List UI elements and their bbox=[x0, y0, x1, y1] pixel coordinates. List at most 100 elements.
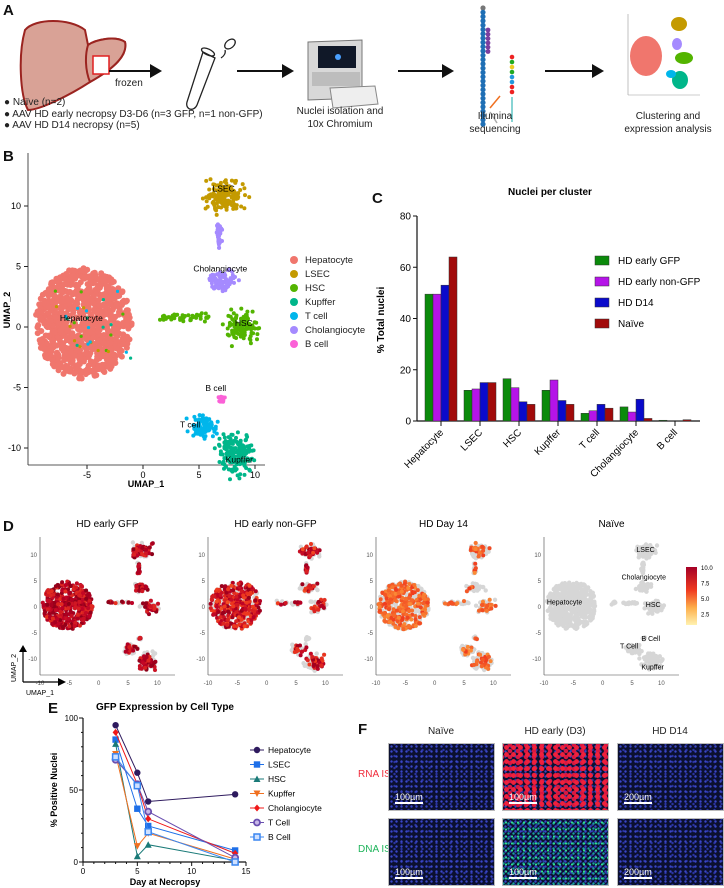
umap-point bbox=[312, 662, 317, 667]
umap-point bbox=[134, 588, 138, 593]
umap-point bbox=[77, 593, 82, 598]
umap-point bbox=[315, 581, 320, 586]
legend-label: HD early GFP bbox=[618, 256, 681, 267]
umap-point bbox=[204, 315, 209, 320]
umap-point bbox=[227, 323, 232, 328]
umap-point bbox=[202, 319, 207, 324]
umap-point bbox=[231, 206, 236, 211]
umap-point bbox=[235, 430, 240, 435]
umap-point bbox=[300, 649, 304, 654]
umap-point bbox=[238, 457, 243, 462]
umap-point bbox=[68, 584, 73, 589]
x-tick-label: -10 bbox=[36, 681, 45, 687]
umap-point bbox=[56, 360, 62, 367]
umap-point bbox=[86, 325, 91, 330]
umap-point bbox=[137, 588, 142, 593]
umap-point bbox=[113, 601, 118, 606]
umap-point bbox=[214, 212, 219, 217]
umap-point bbox=[244, 600, 249, 605]
umap-point bbox=[304, 645, 309, 650]
umap-point bbox=[301, 661, 306, 666]
umap-point bbox=[144, 655, 149, 659]
umap-point bbox=[152, 651, 158, 656]
umap-point bbox=[55, 617, 60, 622]
umap-point bbox=[45, 607, 50, 612]
legend-item: LSEC bbox=[290, 267, 365, 281]
umap-point bbox=[59, 313, 65, 320]
umap-point bbox=[61, 596, 66, 601]
umap-point bbox=[236, 441, 241, 445]
umap-point bbox=[231, 311, 236, 316]
umap-point bbox=[148, 604, 153, 609]
umap-point bbox=[66, 606, 71, 611]
umap-point bbox=[75, 612, 80, 617]
umap-point bbox=[228, 477, 232, 482]
umap-point bbox=[57, 327, 64, 334]
umap-point bbox=[226, 609, 231, 614]
umap-point bbox=[217, 233, 222, 238]
umap-point bbox=[68, 306, 75, 312]
umap-point bbox=[247, 583, 252, 588]
umap-point bbox=[241, 460, 246, 465]
step-text: Nuclei isolation and bbox=[296, 106, 384, 117]
umap-point bbox=[42, 345, 48, 352]
umap-point bbox=[238, 188, 243, 192]
umap-point bbox=[229, 621, 234, 626]
panel-label-b: B bbox=[3, 148, 14, 165]
umap-point bbox=[311, 550, 316, 555]
umap-point bbox=[210, 594, 215, 599]
x-tick-label: 5 bbox=[126, 681, 130, 687]
x-tick-label: LSEC bbox=[459, 427, 485, 453]
step-clustering: Clustering and expression analysis bbox=[612, 110, 724, 136]
umap-point bbox=[214, 604, 219, 609]
umap-point bbox=[69, 330, 76, 337]
umap-point bbox=[55, 354, 62, 361]
legend-label: HD D14 bbox=[618, 298, 654, 309]
umap-point bbox=[221, 615, 226, 619]
umap-point bbox=[258, 599, 262, 603]
umap-point bbox=[252, 326, 257, 331]
umap-point bbox=[67, 624, 72, 629]
umap-point bbox=[244, 324, 249, 328]
umap-point bbox=[37, 340, 44, 347]
umap-point bbox=[308, 599, 313, 604]
umap-point bbox=[38, 314, 44, 321]
umap-point bbox=[222, 179, 227, 184]
umap-point bbox=[188, 318, 193, 322]
sequencing-icon bbox=[480, 5, 515, 127]
umap-point bbox=[71, 267, 78, 274]
umap-point bbox=[63, 318, 70, 325]
umap-point bbox=[81, 616, 86, 621]
umap-point bbox=[226, 444, 231, 449]
umap-point bbox=[214, 183, 219, 188]
umap-point bbox=[234, 313, 239, 318]
umap-point bbox=[197, 313, 202, 318]
y-axis-label: UMAP_2 bbox=[2, 292, 12, 329]
umap-point bbox=[221, 610, 226, 615]
umap-point bbox=[236, 331, 241, 336]
umap-point bbox=[216, 228, 221, 233]
umap-point bbox=[315, 664, 320, 669]
umap-point bbox=[226, 278, 231, 283]
umap-point bbox=[85, 287, 92, 294]
umap-point bbox=[76, 306, 80, 310]
umap-point bbox=[236, 278, 241, 283]
umap-point bbox=[303, 586, 308, 591]
umap-point bbox=[83, 367, 90, 374]
umap-point bbox=[300, 547, 305, 552]
umap-point bbox=[54, 298, 61, 305]
cluster-label: LSEC bbox=[213, 183, 235, 193]
umap-point bbox=[213, 277, 218, 282]
umap-point bbox=[303, 637, 309, 642]
umap-point bbox=[223, 204, 228, 209]
umap-point bbox=[229, 307, 234, 312]
umap-point bbox=[322, 598, 327, 602]
legend-label: Kupffer bbox=[305, 296, 336, 308]
umap-point bbox=[69, 613, 74, 618]
umap-point bbox=[65, 297, 72, 304]
umap-point bbox=[211, 286, 216, 291]
umap-point bbox=[137, 635, 142, 640]
umap-point bbox=[210, 194, 215, 199]
umap-point bbox=[52, 600, 57, 605]
